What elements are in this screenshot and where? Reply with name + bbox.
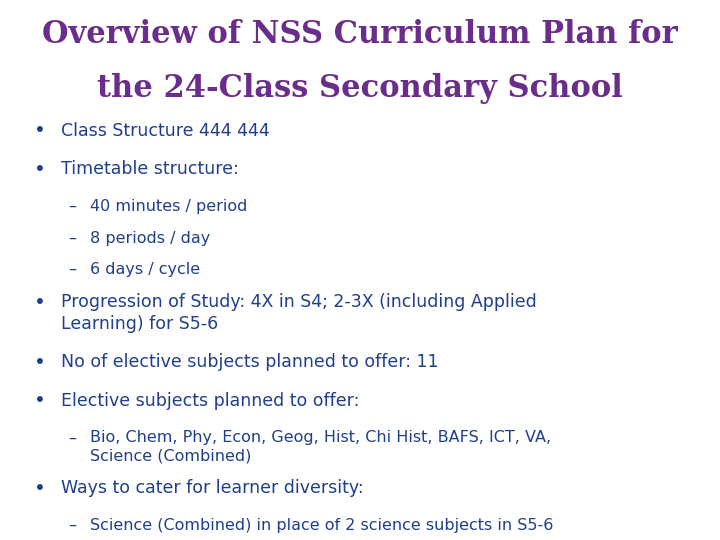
Text: 6 days / cycle: 6 days / cycle	[90, 262, 200, 277]
Text: 40 minutes / period: 40 minutes / period	[90, 199, 248, 214]
Text: •: •	[34, 479, 45, 498]
Text: •: •	[34, 160, 45, 179]
Text: Elective subjects planned to offer:: Elective subjects planned to offer:	[61, 392, 359, 409]
Text: No of elective subjects planned to offer: 11: No of elective subjects planned to offer…	[61, 353, 438, 370]
Text: •: •	[34, 392, 45, 410]
Text: –: –	[68, 262, 76, 277]
Text: •: •	[34, 293, 45, 312]
Text: Science (Combined) in place of 2 science subjects in S5-6: Science (Combined) in place of 2 science…	[90, 518, 554, 533]
Text: Overview of NSS Curriculum Plan for: Overview of NSS Curriculum Plan for	[42, 19, 678, 50]
Text: –: –	[68, 231, 76, 246]
Text: –: –	[68, 199, 76, 214]
Text: –: –	[68, 430, 76, 445]
Text: the 24-Class Secondary School: the 24-Class Secondary School	[97, 73, 623, 104]
Text: Progression of Study: 4X in S4; 2-3X (including Applied
Learning) for S5-6: Progression of Study: 4X in S4; 2-3X (in…	[61, 293, 537, 333]
Text: •: •	[34, 353, 45, 372]
Text: •: •	[34, 122, 45, 140]
Text: 8 periods / day: 8 periods / day	[90, 231, 210, 246]
Text: Ways to cater for learner diversity:: Ways to cater for learner diversity:	[61, 479, 364, 497]
Text: Bio, Chem, Phy, Econ, Geog, Hist, Chi Hist, BAFS, ICT, VA,
Science (Combined): Bio, Chem, Phy, Econ, Geog, Hist, Chi Hi…	[90, 430, 551, 464]
Text: –: –	[68, 518, 76, 533]
Text: Class Structure 444 444: Class Structure 444 444	[61, 122, 270, 139]
Text: Timetable structure:: Timetable structure:	[61, 160, 239, 178]
